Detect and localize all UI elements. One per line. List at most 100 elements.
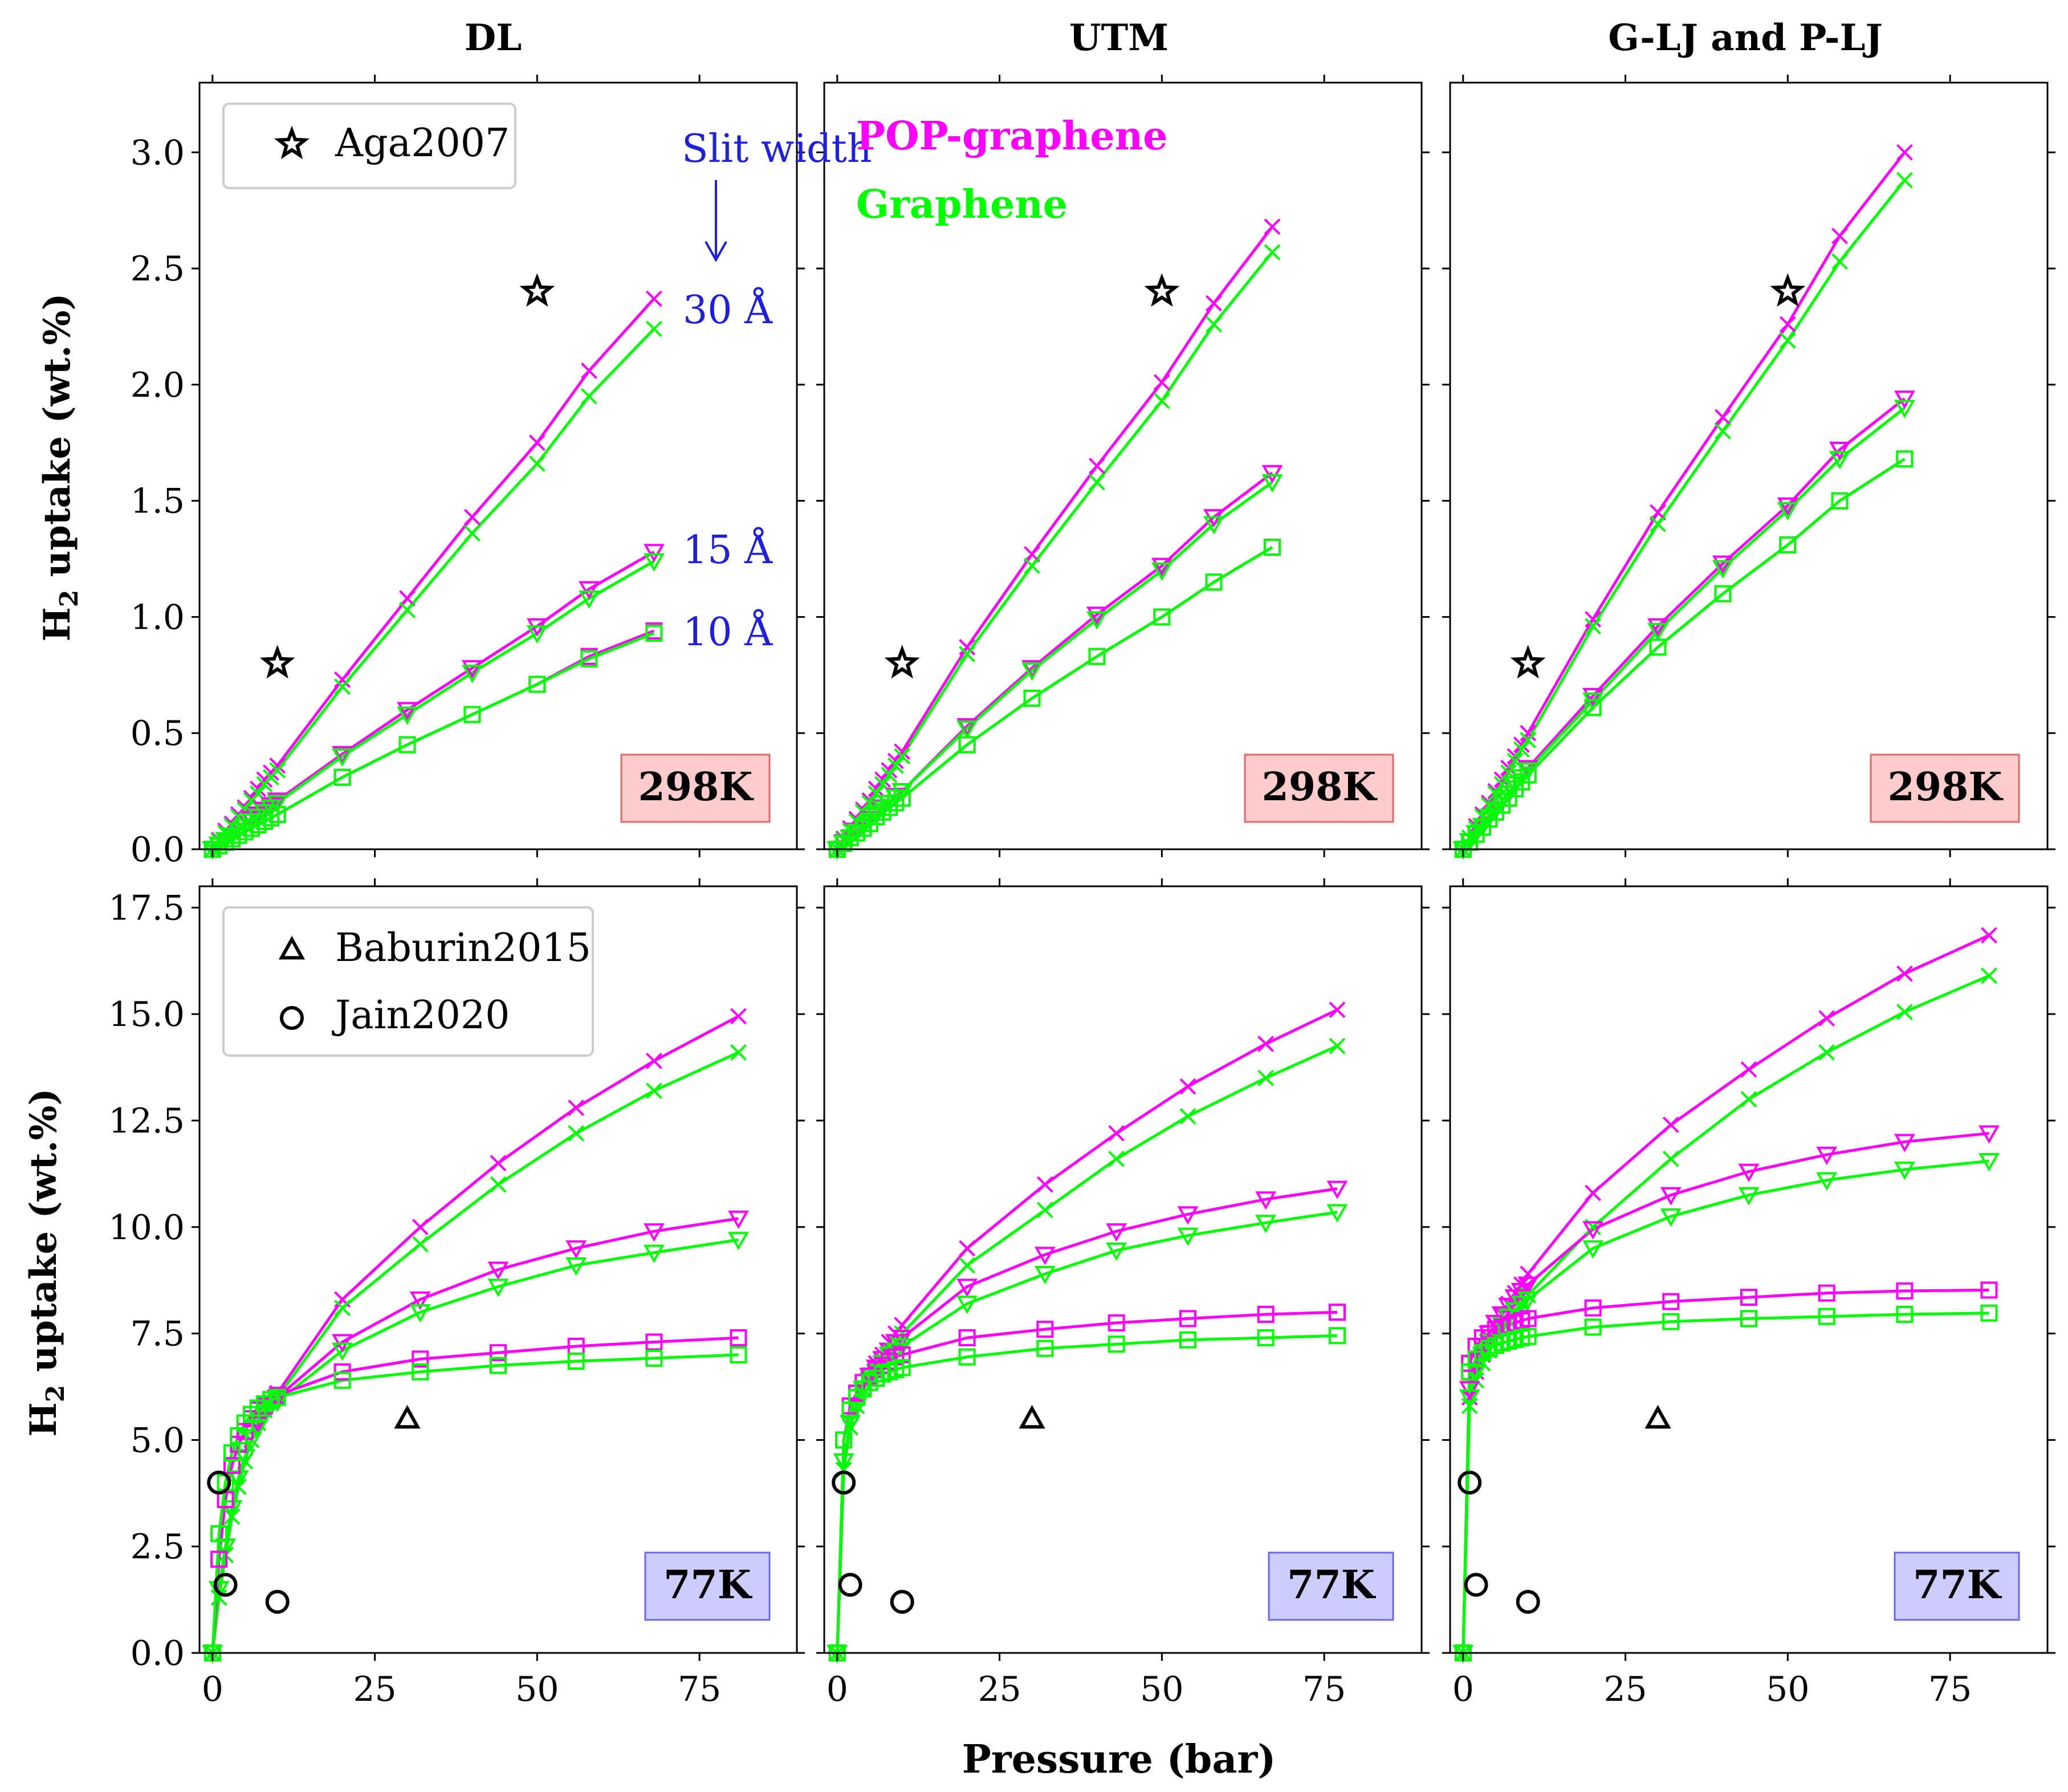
data-point-x	[1740, 1061, 1757, 1078]
data-point-x	[1329, 1001, 1346, 1019]
data-point-x	[1831, 227, 1848, 245]
column-title-glj-plj: G-LJ and P-LJ	[1608, 17, 1882, 59]
data-point-tri_down	[1660, 1208, 1682, 1227]
data-point-tri_down	[1203, 516, 1224, 535]
data-point-square	[730, 1346, 747, 1363]
data-point-circle	[213, 1573, 238, 1597]
data-point-x	[1024, 557, 1040, 575]
data-point-x	[490, 1176, 507, 1193]
data-point-x	[1896, 144, 1913, 161]
data-point-x	[334, 1300, 351, 1317]
data-point-tri_down	[1816, 1172, 1838, 1191]
legend-triangle-icon	[278, 935, 306, 960]
graphene-label: Graphene	[856, 182, 1068, 227]
badge-77k-glj: 77K	[1894, 1551, 2020, 1621]
y-tick-label: 7.5	[131, 1314, 185, 1354]
data-point-square	[1714, 585, 1732, 602]
data-point-tri_down	[461, 660, 483, 679]
data-point-tri_down	[1979, 1152, 2000, 1172]
data-point-square	[333, 1371, 351, 1389]
y-tick-label: 0.0	[131, 1634, 185, 1673]
data-point-tri_down	[1647, 622, 1668, 642]
badge-298k-glj: 298K	[1870, 754, 2020, 823]
data-point-tri_down	[833, 1453, 854, 1472]
data-point-tri_down	[956, 1278, 978, 1297]
data-point-star	[1510, 645, 1546, 679]
data-point-star	[1144, 273, 1180, 307]
data-point-tri_down	[1777, 502, 1798, 521]
data-point-square	[1108, 1314, 1125, 1331]
data-point-tri_down	[1517, 762, 1539, 781]
x-tick-label: 75	[1928, 1669, 1972, 1709]
data-point-tri_down	[565, 1257, 587, 1276]
data-point-x	[1153, 392, 1170, 409]
data-point-tri_down	[643, 553, 665, 572]
x-tick-label: 25	[353, 1669, 396, 1709]
data-point-circle	[265, 1590, 290, 1614]
data-point-tri_down	[643, 1244, 665, 1263]
data-point-square	[1740, 1310, 1757, 1327]
data-point-triangle	[394, 1404, 421, 1429]
data-point-square	[223, 1444, 241, 1461]
y-tick-label: 2.5	[131, 249, 185, 289]
data-point-x	[1179, 1078, 1196, 1095]
x-tick-label: 0	[827, 1669, 848, 1709]
axes-frame	[198, 82, 798, 850]
data-point-tri_down	[1498, 1298, 1519, 1317]
data-point-tri_down	[1485, 1314, 1507, 1334]
data-point-x	[1179, 1108, 1196, 1125]
data-point-tri_down	[1151, 562, 1173, 581]
data-point-square	[1023, 690, 1041, 707]
data-point-tri_down	[1582, 1221, 1604, 1240]
data-point-x	[887, 757, 904, 774]
data-point-x	[269, 762, 286, 779]
data-point-square	[1179, 1310, 1196, 1327]
data-point-star	[519, 273, 555, 307]
legend-aga2007-label: Aga2007	[335, 121, 510, 166]
axes-frame	[1449, 885, 2049, 1654]
data-point-square	[1980, 1281, 1998, 1299]
data-point-x	[1036, 1176, 1053, 1193]
data-point-tri_down	[1894, 390, 1915, 409]
data-point-tri_down	[1738, 1187, 1760, 1206]
data-point-square	[1662, 1313, 1680, 1330]
data-point-square	[1584, 1299, 1602, 1317]
data-point-square	[268, 805, 286, 823]
data-point-square	[1179, 1331, 1196, 1349]
panel-5: 0 25 50 75	[1442, 878, 2055, 1709]
data-point-tri_down	[1034, 1247, 1056, 1265]
data-point-x	[1206, 316, 1222, 333]
data-point-x	[1585, 618, 1602, 635]
data-point-tri_down	[1106, 1242, 1127, 1261]
data-point-x	[1779, 332, 1796, 349]
data-point-tri_down	[956, 718, 978, 737]
data-point-square	[1740, 1289, 1757, 1306]
data-point-tri_down	[728, 1232, 749, 1251]
x-tick-label: 50	[515, 1669, 559, 1709]
y-tick-label: 0.5	[131, 714, 185, 754]
data-point-square	[1153, 608, 1171, 626]
data-point-square	[645, 624, 663, 642]
y-tick-label: 17.5	[108, 888, 185, 928]
data-point-x	[568, 1125, 585, 1142]
data-point-tri_down	[526, 625, 548, 644]
data-point-square	[835, 1431, 853, 1449]
data-point-square	[412, 1363, 429, 1380]
data-point-x	[334, 671, 351, 688]
slit-30-label: 30 Å	[683, 287, 773, 333]
svg-text:298K: 298K	[638, 764, 754, 810]
data-point-x	[1831, 253, 1848, 270]
badge-77k-dl: 77K	[644, 1551, 771, 1621]
x-axis-label: Pressure (bar)	[962, 1737, 1276, 1782]
svg-text:298K: 298K	[1887, 764, 2004, 810]
data-point-square	[1264, 539, 1281, 556]
legend-circle-icon	[280, 1006, 304, 1030]
data-point-square	[1779, 536, 1797, 554]
data-point-circle	[1464, 1573, 1488, 1597]
data-point-x	[645, 1052, 662, 1069]
data-point-tri_down	[565, 1240, 587, 1259]
data-point-x	[1257, 1036, 1275, 1052]
svg-text:77K: 77K	[663, 1562, 753, 1608]
legend-top-frame	[222, 103, 516, 189]
y-tick-label: 12.5	[108, 1101, 185, 1141]
